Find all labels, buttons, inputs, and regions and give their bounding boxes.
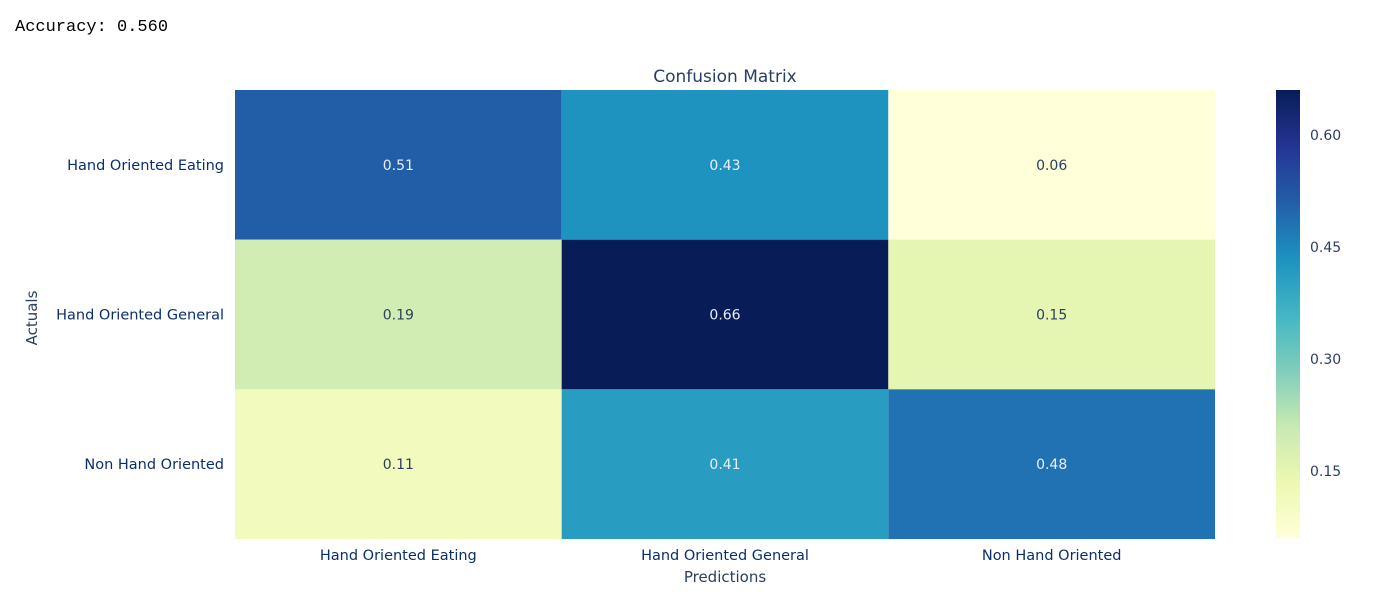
heatmap-cell-value: 0.43 — [709, 158, 740, 174]
heatmap-cell-value: 0.11 — [383, 457, 414, 473]
heatmap-cell — [888, 90, 1215, 240]
x-axis-label: Predictions — [684, 568, 767, 586]
heatmap-cell — [888, 239, 1215, 390]
heatmap-cell-value: 0.41 — [709, 457, 740, 473]
heatmap-cell — [561, 389, 889, 539]
x-axis-tick-labels: Hand Oriented Eating Hand Oriented Genera… — [320, 548, 1122, 564]
colorbar-tick-label: 0.45 — [1310, 240, 1341, 256]
y-tick-label: Non Hand Oriented — [84, 457, 224, 473]
chart-title: Confusion Matrix — [653, 67, 797, 87]
accuracy-output: Accuracy: 0.560 — [15, 18, 169, 37]
colorbar — [1276, 90, 1300, 538]
y-tick-label: Hand Oriented Eating — [67, 158, 224, 174]
y-tick-label: Hand Oriented General — [56, 308, 224, 324]
colorbar-tick-label: 0.15 — [1310, 464, 1341, 480]
heatmap-cell — [235, 90, 562, 240]
colorbar-tick-labels: 0.15 0.30 0.45 0.60 — [1310, 128, 1341, 480]
heatmap-cell-value: 0.66 — [709, 308, 740, 324]
heatmap-cell-value: 0.19 — [383, 308, 414, 324]
colorbar-tick-label: 0.30 — [1310, 352, 1341, 368]
heatmap-cell — [235, 239, 562, 390]
heatmap-cell-value: 0.51 — [383, 158, 414, 174]
heatmap-cell — [888, 389, 1215, 539]
heatmap-cell-value: 0.48 — [1036, 457, 1067, 473]
colorbar-tick-label: 0.60 — [1310, 128, 1341, 144]
heatmap-cell — [561, 90, 889, 240]
x-tick-label: Hand Oriented Eating — [320, 548, 477, 564]
x-tick-label: Hand Oriented General — [641, 548, 809, 564]
x-tick-label: Non Hand Oriented — [982, 548, 1122, 564]
heatmap-cell-labels: 0.51 0.43 0.06 0.19 0.66 0.15 0.11 0.41 0.48 — [383, 158, 1068, 473]
y-axis-label: Actuals — [23, 290, 41, 345]
heatmap-cell-value: 0.06 — [1036, 158, 1067, 174]
heatmap-cell — [235, 389, 562, 539]
heatmap-cells — [235, 90, 1215, 539]
heatmap-cell-value: 0.15 — [1036, 308, 1067, 324]
y-axis-tick-labels: Hand Oriented Eating Hand Oriented Genera… — [56, 158, 224, 473]
heatmap-cell — [561, 239, 889, 390]
